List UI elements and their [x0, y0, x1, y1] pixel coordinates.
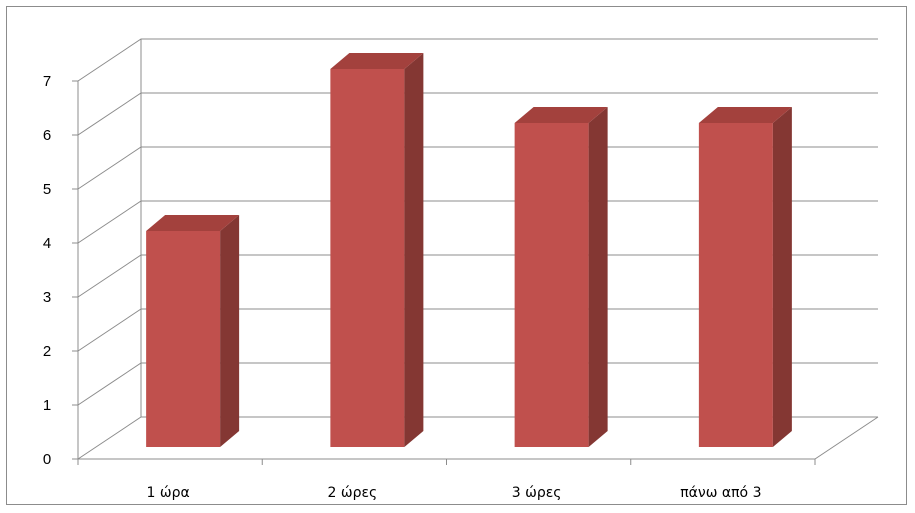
y-tick-label: 3: [43, 289, 51, 306]
gridline: [77, 92, 878, 136]
axes: [72, 80, 816, 465]
x-tick-label: πάνω από 3: [680, 485, 761, 501]
bar: [514, 107, 608, 447]
bar: [330, 53, 424, 447]
bar-front: [146, 231, 221, 447]
gridline: [77, 362, 878, 406]
y-tick-label: 1: [43, 397, 51, 414]
bar-side: [220, 215, 240, 447]
bar-front: [698, 123, 773, 447]
y-axis-tick-labels: 0 1 2 3 4 5 6 7: [43, 73, 51, 468]
bars: [146, 53, 792, 447]
bar: [146, 215, 240, 447]
bar-side: [772, 107, 792, 447]
gridline: [77, 416, 878, 460]
y-tick-label: 2: [43, 343, 51, 360]
y-tick-label: 7: [43, 73, 51, 90]
floor-edge: [814, 416, 879, 460]
gridline: [77, 200, 878, 244]
bar-side: [588, 107, 608, 447]
bar: [698, 107, 792, 447]
gridline: [77, 146, 878, 190]
y-tick-label: 5: [43, 181, 51, 198]
bar-side: [404, 53, 424, 447]
bar-front: [514, 123, 589, 447]
bar-top: [146, 215, 240, 231]
x-axis-tick-labels: 1 ώρα 2 ώρες 3 ώρες πάνω από 3: [147, 485, 762, 501]
gridline: [77, 254, 878, 298]
x-tick-label: 2 ώρες: [327, 485, 377, 501]
gridline: [77, 38, 878, 82]
gridlines: [77, 38, 878, 460]
x-tick-label: 3 ώρες: [512, 485, 562, 501]
gridline: [77, 308, 878, 352]
x-tick-label: 1 ώρα: [147, 485, 190, 501]
chart-walls: [140, 39, 879, 460]
y-tick-label: 0: [43, 451, 51, 468]
bar-top: [698, 107, 792, 123]
bar-top: [514, 107, 608, 123]
bar-front: [330, 69, 405, 447]
y-tick-label: 4: [43, 235, 51, 252]
y-tick-label: 6: [43, 127, 51, 144]
bar-top: [330, 53, 424, 69]
